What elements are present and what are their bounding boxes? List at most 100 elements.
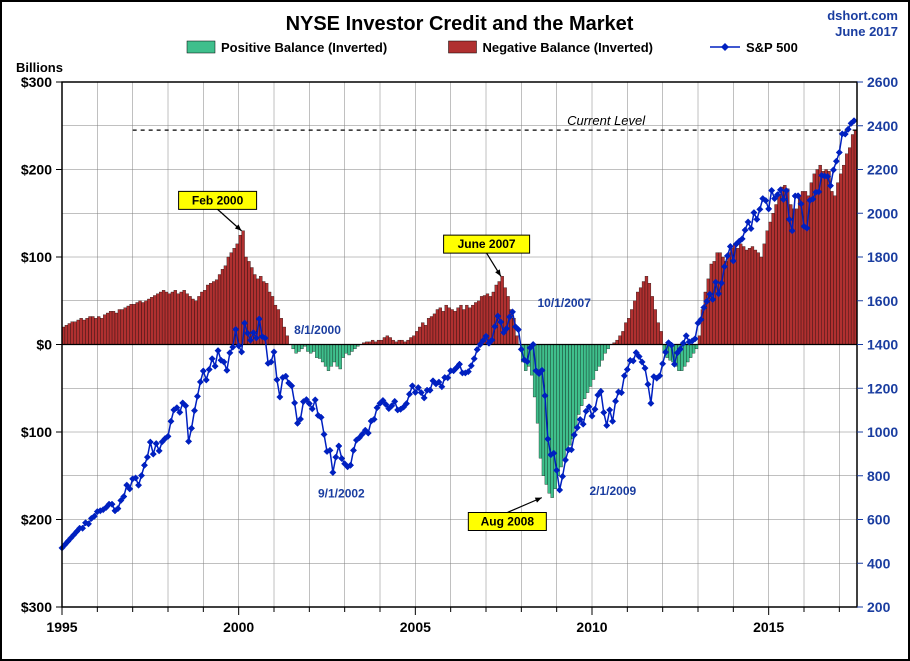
y-left-tick-label: $300 bbox=[21, 599, 52, 615]
bar bbox=[451, 310, 454, 345]
y-right-tick-label: 1000 bbox=[867, 424, 898, 440]
bar bbox=[536, 345, 539, 424]
chart-container: Current Level19952000200520102015$300$20… bbox=[0, 0, 910, 661]
bar bbox=[457, 308, 460, 345]
bar bbox=[689, 345, 692, 358]
bar bbox=[462, 310, 465, 345]
bar bbox=[748, 248, 751, 344]
bar bbox=[227, 257, 230, 345]
bar bbox=[415, 331, 418, 344]
bar bbox=[74, 322, 77, 345]
bar bbox=[268, 292, 271, 345]
bar bbox=[657, 323, 660, 345]
bar bbox=[212, 282, 215, 345]
callout-label: Aug 2008 bbox=[481, 515, 535, 529]
bar bbox=[621, 331, 624, 344]
bar bbox=[280, 318, 283, 344]
source-line2: June 2017 bbox=[835, 24, 898, 39]
bar bbox=[830, 191, 833, 344]
bar bbox=[315, 345, 318, 358]
bar bbox=[583, 345, 586, 399]
bar bbox=[386, 336, 389, 345]
bar bbox=[565, 345, 568, 450]
y-left-tick-label: $200 bbox=[21, 512, 52, 528]
bar bbox=[421, 323, 424, 345]
bar bbox=[277, 310, 280, 345]
bar bbox=[474, 303, 477, 345]
callout-label: June 2007 bbox=[458, 237, 516, 251]
bar bbox=[180, 292, 183, 345]
bar bbox=[845, 154, 848, 345]
bar bbox=[839, 174, 842, 345]
bar bbox=[601, 345, 604, 361]
bar bbox=[165, 292, 168, 345]
bar bbox=[568, 345, 571, 446]
callout-label: Feb 2000 bbox=[192, 193, 244, 207]
bar bbox=[106, 313, 109, 345]
bar bbox=[851, 135, 854, 345]
bar bbox=[607, 345, 610, 349]
bar bbox=[203, 290, 206, 344]
bar bbox=[406, 340, 409, 344]
bar bbox=[618, 336, 621, 345]
bar bbox=[766, 231, 769, 345]
y-right-tick-label: 2000 bbox=[867, 205, 898, 221]
x-tick-label: 2005 bbox=[400, 619, 431, 635]
sp-date-label: 10/1/2007 bbox=[538, 296, 592, 310]
bar bbox=[127, 306, 130, 345]
bar bbox=[283, 327, 286, 345]
bar bbox=[115, 313, 118, 345]
bar bbox=[271, 296, 274, 344]
bar bbox=[710, 264, 713, 345]
bar bbox=[639, 288, 642, 345]
chart-title: NYSE Investor Credit and the Market bbox=[286, 13, 634, 35]
bar bbox=[804, 191, 807, 344]
bar bbox=[548, 345, 551, 494]
bar bbox=[186, 294, 189, 345]
bar bbox=[221, 269, 224, 344]
bar bbox=[97, 317, 100, 345]
bar bbox=[825, 170, 828, 345]
bar bbox=[724, 261, 727, 344]
bar bbox=[159, 292, 162, 345]
bar bbox=[424, 325, 427, 344]
x-tick-label: 1995 bbox=[46, 619, 77, 635]
bar bbox=[468, 308, 471, 345]
bar bbox=[763, 244, 766, 345]
bar bbox=[333, 345, 336, 363]
sp-date-label: 8/1/2000 bbox=[294, 323, 341, 337]
bar bbox=[595, 345, 598, 371]
bar bbox=[645, 276, 648, 344]
bar bbox=[91, 317, 94, 345]
bar bbox=[77, 320, 80, 345]
bar bbox=[377, 340, 380, 344]
y-right-tick-label: 600 bbox=[867, 512, 891, 528]
bar bbox=[351, 345, 354, 352]
chart-svg: Current Level19952000200520102015$300$20… bbox=[2, 2, 908, 659]
bar bbox=[141, 303, 144, 345]
bar bbox=[477, 301, 480, 345]
bar bbox=[156, 294, 159, 345]
bar bbox=[580, 345, 583, 406]
bar bbox=[598, 345, 601, 367]
bar bbox=[842, 165, 845, 344]
bar bbox=[324, 345, 327, 367]
bar bbox=[312, 345, 315, 352]
bar bbox=[321, 345, 324, 363]
bar bbox=[118, 310, 121, 345]
bar bbox=[539, 345, 542, 459]
bar bbox=[707, 279, 710, 345]
bar bbox=[383, 338, 386, 345]
y-left-tick-label: $0 bbox=[36, 337, 52, 353]
bar bbox=[218, 275, 221, 345]
bar bbox=[215, 280, 218, 345]
bar bbox=[192, 299, 195, 345]
bar bbox=[209, 283, 212, 344]
bar bbox=[648, 283, 651, 344]
bar bbox=[224, 266, 227, 345]
bar bbox=[295, 345, 298, 354]
bar bbox=[557, 345, 560, 476]
y-left-tick-label: $100 bbox=[21, 249, 52, 265]
bar bbox=[200, 292, 203, 345]
bar bbox=[68, 324, 71, 345]
